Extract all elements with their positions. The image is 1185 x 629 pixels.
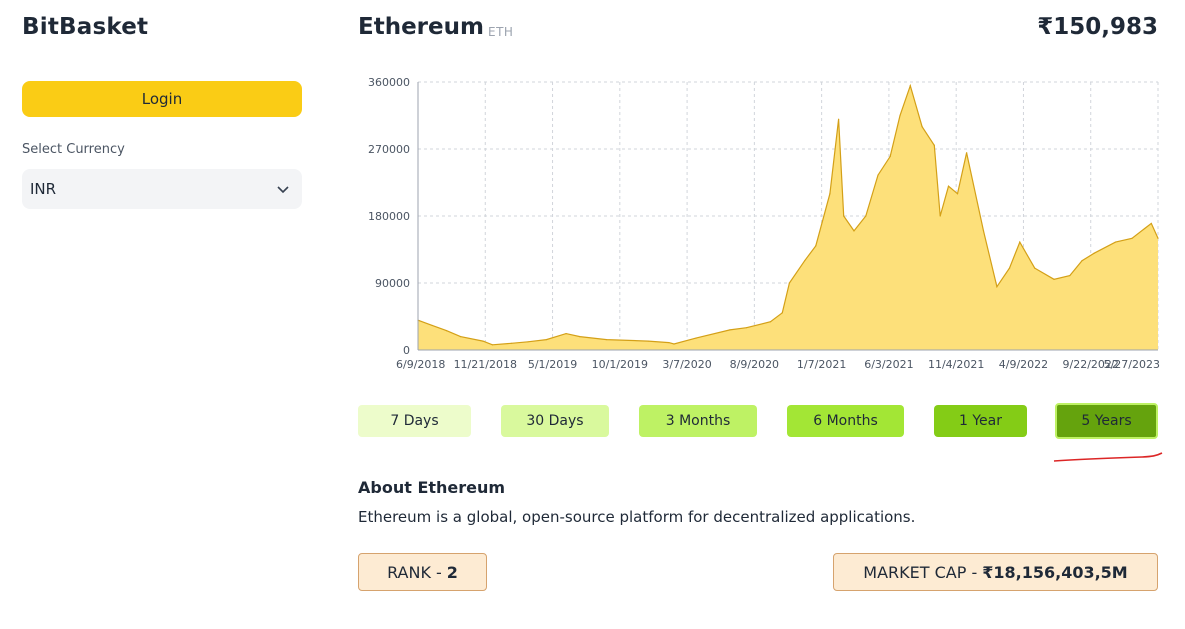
market-cap-label: MARKET CAP - <box>863 562 978 582</box>
chevron-down-icon <box>277 186 289 194</box>
price-point <box>769 321 772 323</box>
x-tick-label: 3/7/2020 <box>662 358 711 371</box>
price-point <box>1034 267 1036 269</box>
x-tick-label: 6/9/2018 <box>396 358 445 371</box>
market-cap-badge: MARKET CAP - ₹18,156,403,5M <box>833 553 1158 591</box>
x-tick-label: 11/4/2021 <box>928 358 984 371</box>
x-tick-label: 11/21/2018 <box>454 358 517 371</box>
range-button-6-months[interactable]: 6 Months <box>787 405 904 437</box>
login-button[interactable]: Login <box>22 81 302 117</box>
rank-badge: RANK - 2 <box>358 553 487 591</box>
price-point <box>956 193 959 195</box>
x-tick-label: 10/1/2019 <box>592 358 648 371</box>
coin-price: ₹150,983 <box>1037 14 1158 40</box>
price-point <box>1008 267 1011 269</box>
currency-select[interactable]: INR <box>22 169 302 209</box>
range-button-30-days[interactable]: 30 Days <box>501 405 609 437</box>
app-title: BitBasket <box>22 14 149 40</box>
price-point <box>788 282 790 284</box>
price-point <box>1019 241 1021 243</box>
price-point <box>781 312 783 314</box>
price-point <box>729 329 731 331</box>
range-button-7-days[interactable]: 7 Days <box>358 405 471 437</box>
price-point <box>804 260 806 262</box>
x-tick-label: 5/27/2023 <box>1104 358 1160 371</box>
price-point <box>1081 260 1083 262</box>
price-point <box>939 215 941 217</box>
price-point <box>579 336 581 338</box>
price-point <box>909 85 911 87</box>
price-point <box>921 126 923 128</box>
range-button-1-year[interactable]: 1 Year <box>934 405 1027 437</box>
about-title: About Ethereum <box>358 478 506 497</box>
price-point <box>1069 274 1071 277</box>
currency-value: INR <box>30 180 57 198</box>
market-cap-value: ₹18,156,403,5M <box>982 562 1128 582</box>
price-point <box>865 215 867 217</box>
price-point <box>1131 237 1133 239</box>
price-point <box>843 215 845 217</box>
price-point <box>647 340 649 342</box>
y-tick-label: 270000 <box>368 143 410 156</box>
y-tick-label: 360000 <box>368 76 410 89</box>
price-point <box>565 333 567 335</box>
x-tick-label: 9/22/2022 <box>1063 358 1119 371</box>
rank-label: RANK - <box>387 562 442 582</box>
currency-label: Select Currency <box>22 142 125 157</box>
x-tick-label: 5/1/2019 <box>528 358 577 371</box>
x-tick-label: 8/9/2020 <box>730 358 779 371</box>
x-tick-label: 1/7/2021 <box>797 358 846 371</box>
price-point <box>1157 237 1159 239</box>
y-tick-label: 180000 <box>368 210 410 223</box>
rank-value: 2 <box>446 562 458 582</box>
about-text: Ethereum is a global, open-source platfo… <box>358 508 916 526</box>
price-point <box>482 340 484 342</box>
price-point <box>445 330 447 332</box>
price-point <box>745 327 748 329</box>
price-point <box>431 324 433 327</box>
price-point <box>1150 222 1152 225</box>
price-point <box>491 344 494 346</box>
price-point <box>933 144 935 146</box>
price-area <box>418 85 1158 350</box>
price-point <box>1053 278 1055 280</box>
price-point <box>695 337 697 339</box>
price-point <box>1114 241 1117 243</box>
price-point <box>966 152 968 154</box>
price-point <box>889 155 891 158</box>
x-tick-label: 6/3/2021 <box>864 358 913 371</box>
coin-name: Ethereum <box>358 14 484 40</box>
coin-symbol: ETH <box>488 25 514 39</box>
price-point <box>673 343 675 345</box>
price-point <box>838 118 840 120</box>
price-chart: 0 90000 180000 270000 360000 6/9/2018 11/21/20… <box>368 76 1160 371</box>
annotation-underline <box>1053 452 1163 462</box>
price-point <box>606 338 608 341</box>
price-point <box>510 342 512 344</box>
price-point <box>829 193 831 195</box>
x-tick-label: 4/9/2022 <box>999 358 1048 371</box>
price-point <box>899 114 901 117</box>
price-point <box>1093 252 1095 254</box>
y-tick-label: 0 <box>403 344 410 357</box>
price-point <box>996 286 998 288</box>
price-point <box>527 341 529 343</box>
price-point <box>668 341 670 344</box>
price-point <box>947 185 950 187</box>
range-button-5-years[interactable]: 5 Years <box>1055 403 1158 439</box>
price-point <box>877 174 879 176</box>
range-selector: 7 Days 30 Days 3 Months 6 Months 1 Year 5 Yea… <box>358 403 1158 439</box>
price-point <box>459 336 462 338</box>
price-point <box>982 230 985 232</box>
price-point <box>815 245 817 247</box>
y-tick-label: 90000 <box>375 277 410 290</box>
price-point <box>853 230 855 232</box>
price-point <box>545 338 547 341</box>
range-button-3-months[interactable]: 3 Months <box>639 405 757 437</box>
